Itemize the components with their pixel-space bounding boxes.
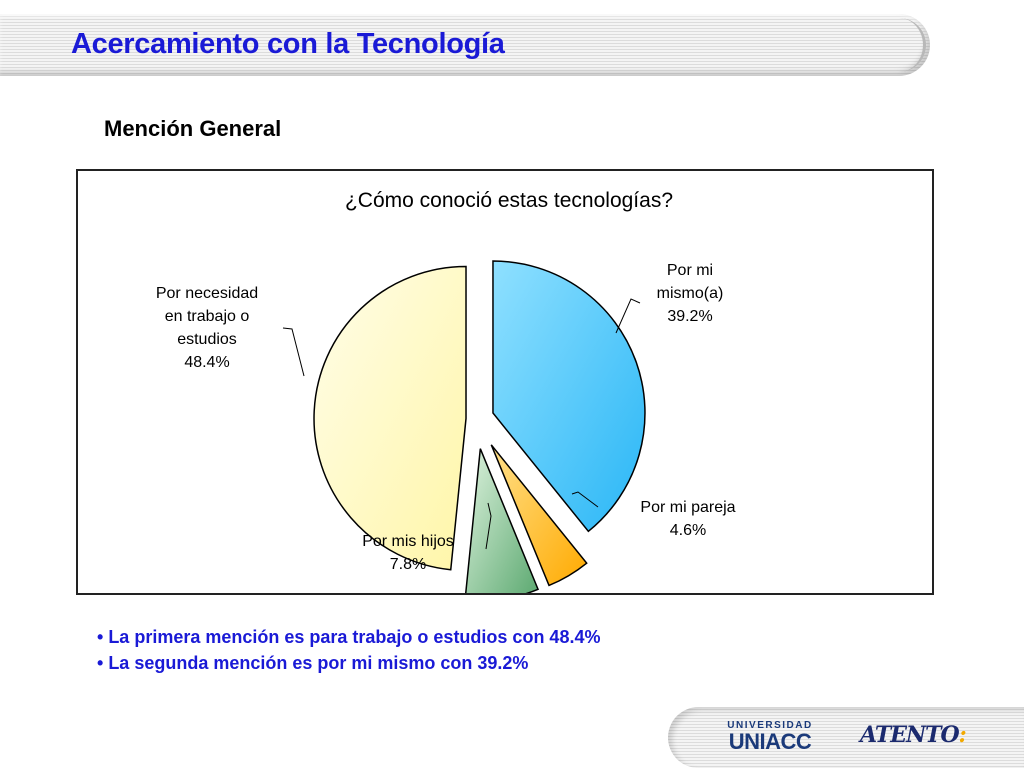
slice-value-label: 48.4% xyxy=(184,354,229,371)
slice-category-label: Por mis hijos xyxy=(362,533,454,550)
slice-category-label: en trabajo o xyxy=(165,308,250,325)
leader-line xyxy=(485,502,492,550)
section-title: Mención General xyxy=(104,116,282,141)
pie-chart: ¿Cómo conoció estas tecnologías? Por mi m… xyxy=(156,189,736,593)
title-bar xyxy=(0,14,930,76)
title-bar-rim xyxy=(883,18,926,72)
atento-logo-text: ATENTO xyxy=(860,722,960,748)
slice-value-label: 7.8% xyxy=(390,556,426,573)
atento-logo: ATENTO: xyxy=(860,722,967,748)
slice-category-label: Por necesidad xyxy=(156,285,258,302)
bullet-item: La segunda mención es por mi mismo con 3… xyxy=(97,650,600,676)
pie-slice xyxy=(313,265,467,571)
atento-logo-colon: : xyxy=(958,722,967,748)
uniacc-logo-top: UNIVERSIDAD xyxy=(727,720,813,731)
footer-bar xyxy=(668,707,1024,768)
pie-slice xyxy=(465,448,540,593)
summary-bullets: La primera mención es para trabajo o est… xyxy=(97,624,600,676)
slide-title: Acercamiento con la Tecnología xyxy=(71,28,505,60)
slice-category-label: Por mi pareja xyxy=(640,499,735,516)
leader-line xyxy=(615,298,641,334)
bullet-item: La primera mención es para trabajo o est… xyxy=(97,624,600,650)
pie-slice xyxy=(490,444,588,587)
leader-line xyxy=(571,491,599,508)
chart-title: ¿Cómo conoció estas tecnologías? xyxy=(345,189,673,212)
slice-value-label: 4.6% xyxy=(670,522,706,539)
slice-value-label: 39.2% xyxy=(667,308,712,325)
slice-category-label: mismo(a) xyxy=(657,285,724,302)
uniacc-logo-bottom: UNIACC xyxy=(728,729,812,754)
leader-line xyxy=(282,327,305,377)
chart-frame: ¿Cómo conoció estas tecnologías? Por mi m… xyxy=(76,169,934,595)
slice-category-label: estudios xyxy=(177,331,237,348)
slice-category-label: Por mi xyxy=(667,262,713,279)
pie-slice xyxy=(492,260,646,533)
uniacc-logo: UNIVERSIDAD UNIACC xyxy=(720,720,820,753)
